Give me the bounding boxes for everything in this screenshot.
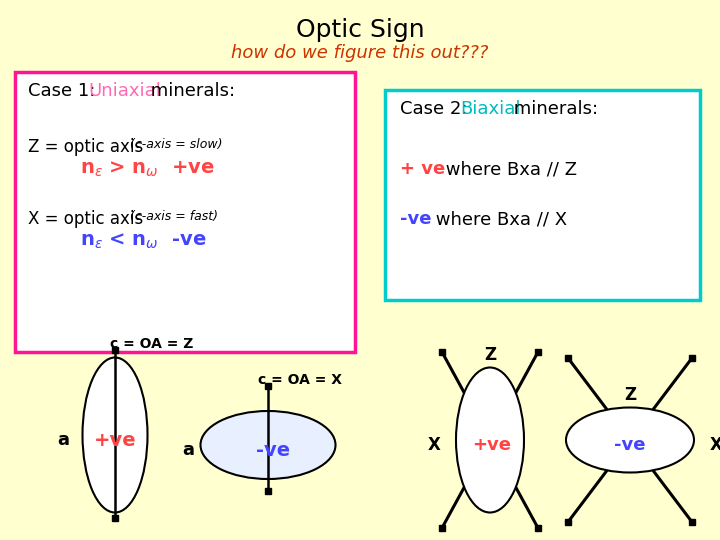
Text: Biaxial: Biaxial [460, 100, 521, 118]
Text: Z: Z [484, 346, 496, 363]
Text: c = OA = X: c = OA = X [258, 373, 342, 387]
Text: X: X [710, 436, 720, 454]
Text: where Bxa // X: where Bxa // X [430, 210, 567, 228]
Text: X: X [428, 436, 441, 454]
Text: -ve: -ve [400, 210, 431, 228]
Text: where Bxa // Z: where Bxa // Z [440, 160, 577, 178]
Text: Uniaxial: Uniaxial [88, 82, 161, 100]
Text: +ve: +ve [94, 430, 136, 449]
Text: (c-axis = fast): (c-axis = fast) [130, 210, 218, 223]
Ellipse shape [456, 368, 524, 512]
Ellipse shape [83, 357, 148, 512]
Text: -ve: -ve [614, 436, 646, 454]
Text: (c-axis = slow): (c-axis = slow) [130, 138, 222, 151]
Text: a: a [57, 431, 69, 449]
Text: +ve: +ve [472, 436, 511, 454]
Text: how do we figure this out???: how do we figure this out??? [231, 44, 489, 62]
Text: Z = optic axis: Z = optic axis [28, 138, 148, 156]
Text: -ve: -ve [256, 441, 290, 460]
Text: Optic Sign: Optic Sign [296, 18, 424, 42]
FancyBboxPatch shape [15, 72, 355, 352]
Ellipse shape [200, 411, 336, 479]
Ellipse shape [566, 408, 694, 472]
Text: n$_\varepsilon$ < n$_\omega$  -ve: n$_\varepsilon$ < n$_\omega$ -ve [80, 232, 207, 251]
Text: Case 1:: Case 1: [28, 82, 101, 100]
Text: n$_\varepsilon$ > n$_\omega$  +ve: n$_\varepsilon$ > n$_\omega$ +ve [80, 160, 215, 179]
Text: minerals:: minerals: [508, 100, 598, 118]
Text: a: a [182, 441, 194, 459]
Text: c = OA = Z: c = OA = Z [110, 338, 194, 352]
Text: X = optic axis: X = optic axis [28, 210, 148, 228]
Text: Case 2:: Case 2: [400, 100, 473, 118]
Text: + ve: + ve [400, 160, 445, 178]
Text: minerals:: minerals: [145, 82, 235, 100]
FancyBboxPatch shape [385, 90, 700, 300]
Text: Z: Z [624, 386, 636, 403]
